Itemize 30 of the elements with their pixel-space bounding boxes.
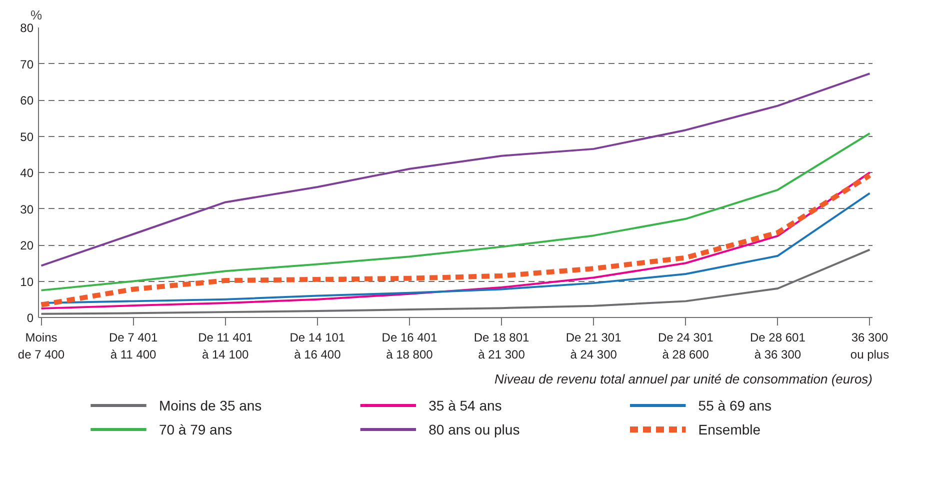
- x-tick-label: De 21 301 à 24 300: [566, 330, 622, 362]
- x-axis-title: Niveau de revenu total annuel par unité de consommation (euros): [494, 372, 873, 386]
- x-tick-label: De 16 401 à 18 800: [382, 330, 438, 362]
- x-tick-label: De 11 401 à 14 100: [198, 330, 253, 362]
- y-tick-label: 40: [20, 166, 34, 180]
- y-tick-label: 80: [20, 21, 34, 35]
- y-tick-label: 20: [20, 238, 34, 252]
- x-tick-label: De 7 401 à 11 400: [108, 330, 158, 362]
- x-tick-label: Moins de 7 400: [18, 330, 65, 362]
- line-series: [40, 72, 871, 267]
- legend-label: 70 à 79 ans: [158, 422, 232, 438]
- y-tick-label: 10: [20, 274, 34, 289]
- legend-label: 80 ans ou plus: [428, 422, 520, 438]
- y-tick-label: 70: [20, 57, 34, 72]
- x-tick-label: De 18 801 à 21 300: [474, 330, 530, 362]
- line-series: [40, 132, 871, 292]
- x-tick-label: 36 300 ou plus: [850, 330, 890, 362]
- line-series: [40, 192, 871, 304]
- legend-label: Ensemble: [698, 422, 761, 438]
- x-tick-label: De 14 101 à 16 400: [290, 330, 346, 362]
- y-tick-label: 60: [20, 94, 34, 108]
- x-tick-label: De 28 601 à 36 300: [750, 330, 806, 362]
- x-tick-label: De 24 301 à 28 600: [658, 330, 714, 362]
- y-tick-label: 30: [20, 202, 34, 216]
- y-tick-label: 50: [20, 130, 34, 144]
- legend-label: 35 à 54 ans: [428, 398, 502, 414]
- legend-label: Moins de 35 ans: [158, 398, 262, 414]
- y-tick-label: 0: [26, 311, 34, 325]
- y-axis-title: %: [30, 8, 42, 22]
- legend-label: 55 à 69 ans: [698, 398, 772, 414]
